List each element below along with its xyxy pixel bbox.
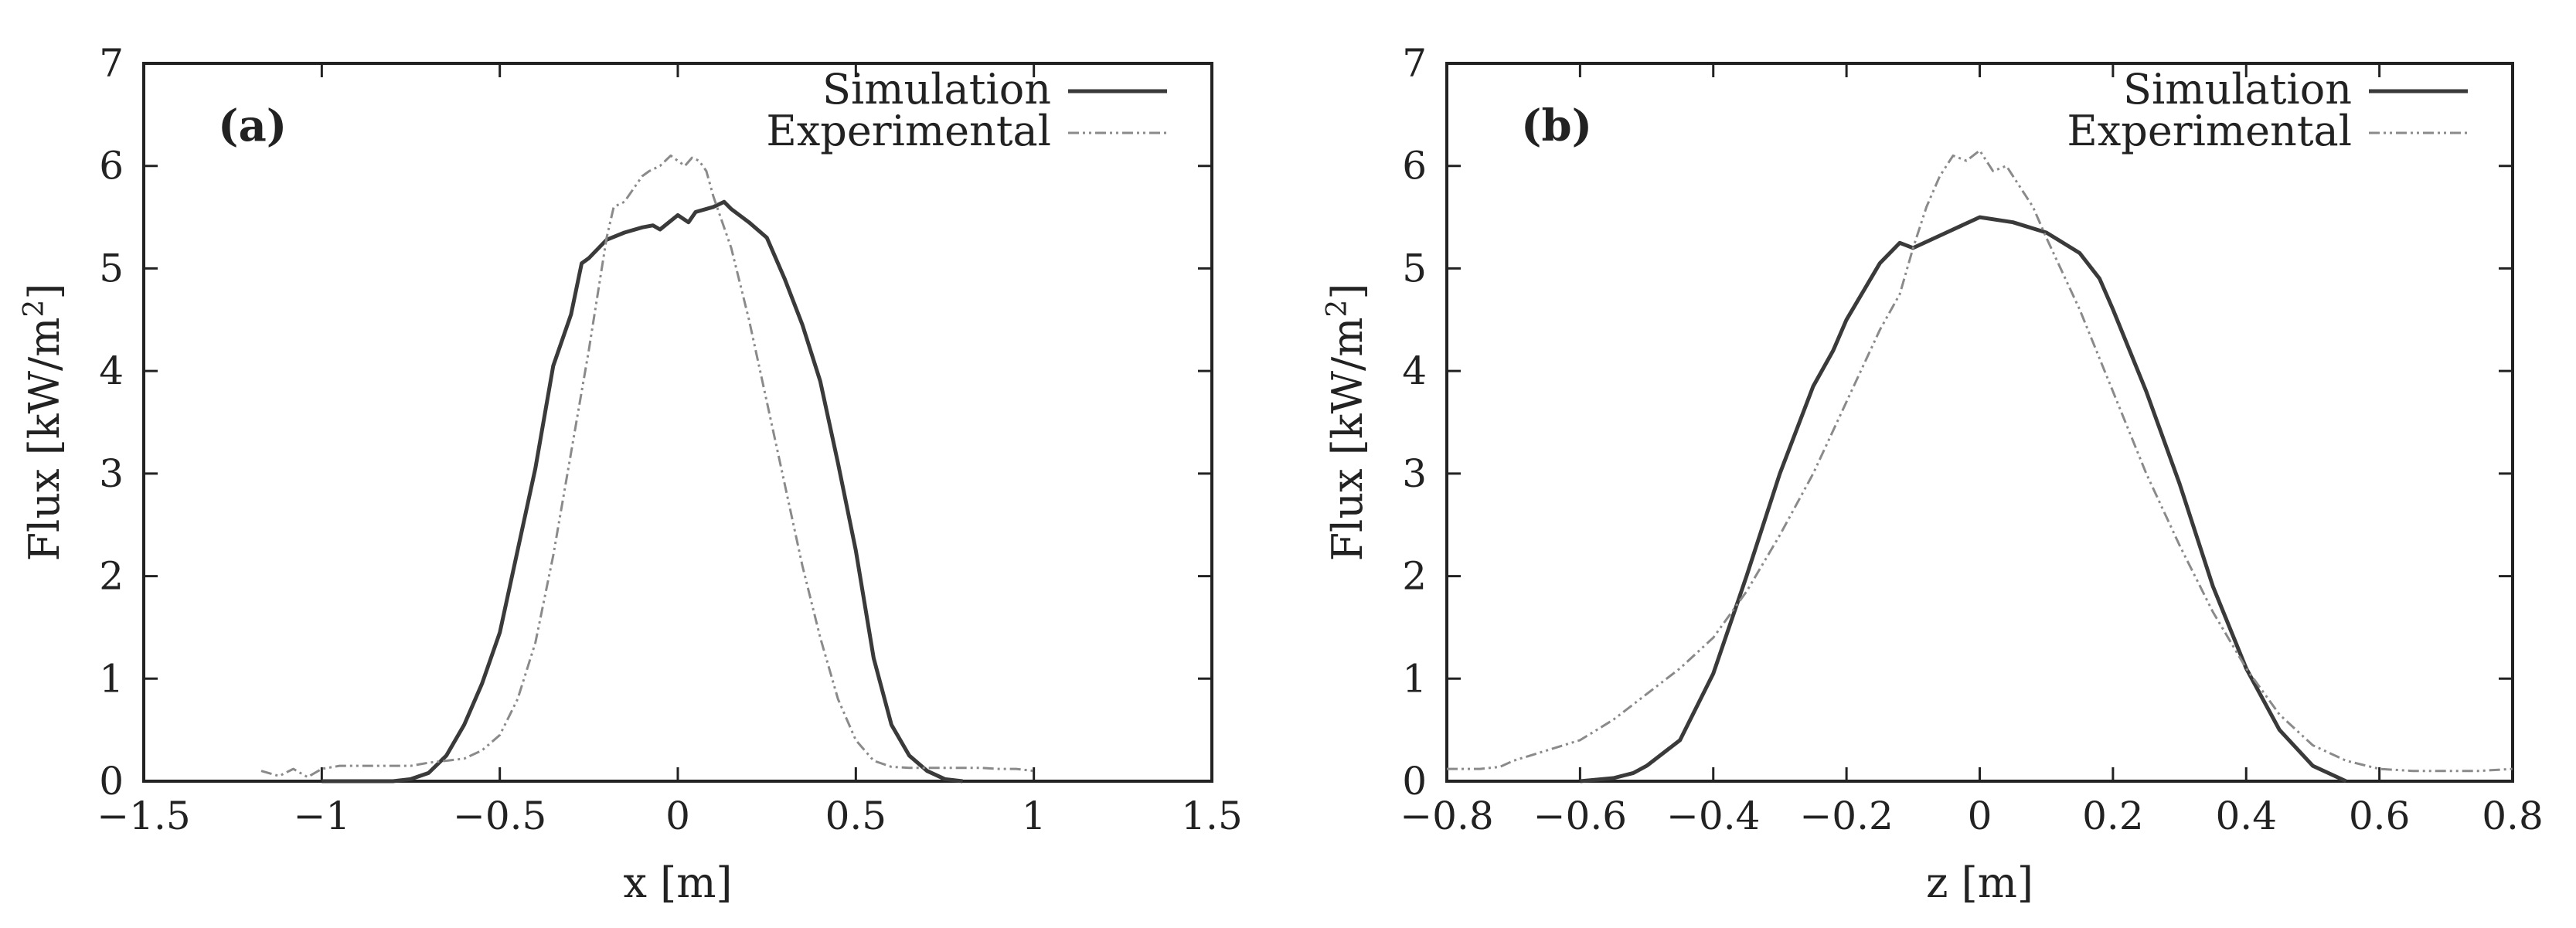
y-axis-label: Flux [kW/m2] bbox=[19, 284, 69, 562]
x-tick-label: 0.5 bbox=[825, 794, 887, 838]
x-tick-label: 1 bbox=[1022, 794, 1046, 838]
y-tick-label: 0 bbox=[99, 759, 124, 804]
simulation-series-line bbox=[322, 199, 963, 784]
x-axis-label: x [m] bbox=[624, 858, 733, 907]
y-tick-label: 6 bbox=[1402, 144, 1427, 189]
y-tick-label: 0 bbox=[1402, 759, 1427, 804]
legend-entry-simulation: Simulation bbox=[822, 65, 1051, 114]
y-tick-label: 6 bbox=[99, 144, 124, 189]
x-tick-label: 0.2 bbox=[2082, 794, 2144, 838]
x-tick-label: 0.6 bbox=[2349, 794, 2411, 838]
y-tick-label: 2 bbox=[99, 554, 124, 599]
plot-frame bbox=[1445, 62, 2514, 783]
y-tick-label: 3 bbox=[99, 451, 124, 496]
y-tick-label: 7 bbox=[99, 41, 124, 86]
x-tick-label: −1 bbox=[293, 794, 350, 838]
panel-label: (b) bbox=[1521, 100, 1592, 151]
y-tick-label: 1 bbox=[1402, 656, 1427, 701]
experimental-series-line bbox=[260, 154, 1034, 779]
y-tick-label: 4 bbox=[1402, 348, 1427, 393]
y-tick-label: 7 bbox=[1402, 41, 1427, 86]
x-tick-label: −0.6 bbox=[1533, 794, 1627, 838]
panel-label: (a) bbox=[218, 100, 287, 151]
y-tick-label: 2 bbox=[1402, 554, 1427, 599]
x-tick-label: −0.2 bbox=[1799, 794, 1893, 838]
y-tick-label: 4 bbox=[99, 348, 124, 393]
legend-entry-simulation: Simulation bbox=[2123, 65, 2352, 114]
experimental-series-line bbox=[1447, 149, 2513, 773]
x-tick-label: 0.8 bbox=[2482, 794, 2544, 838]
x-tick-label: −0.4 bbox=[1666, 794, 1760, 838]
y-axis-label: Flux [kW/m2] bbox=[1322, 284, 1372, 562]
legend-entry-experimental: Experimental bbox=[2067, 107, 2352, 155]
panel-a: −1.5 −1 −0.5 0 0.5 1 1.5 0 1 2 3 4 5 6 7 x [m] Flux [kW/… bbox=[19, 41, 1243, 907]
x-tick-label: 0 bbox=[1968, 794, 1992, 838]
x-tick-label: 1.5 bbox=[1181, 794, 1243, 838]
x-axis-label: z [m] bbox=[1926, 858, 2033, 907]
simulation-series-line bbox=[1580, 215, 2347, 784]
plot-frame bbox=[142, 62, 1213, 783]
y-tick-label: 5 bbox=[99, 246, 124, 291]
x-tick-label: 0 bbox=[665, 794, 690, 838]
x-tick-label: −1.5 bbox=[97, 794, 190, 838]
y-tick-label: 5 bbox=[1402, 246, 1427, 291]
x-tick-label: 0.4 bbox=[2215, 794, 2277, 838]
y-tick-label: 1 bbox=[99, 656, 124, 701]
panel-b: −0.8 −0.6 −0.4 −0.2 0 0.2 0.4 0.6 0.8 0 1 2 3 4 5 6 7 z [… bbox=[1322, 41, 2544, 907]
x-tick-label: −0.5 bbox=[453, 794, 546, 838]
x-tick-label: −0.8 bbox=[1400, 794, 1493, 838]
legend-entry-experimental: Experimental bbox=[766, 107, 1051, 155]
y-tick-label: 3 bbox=[1402, 451, 1427, 496]
